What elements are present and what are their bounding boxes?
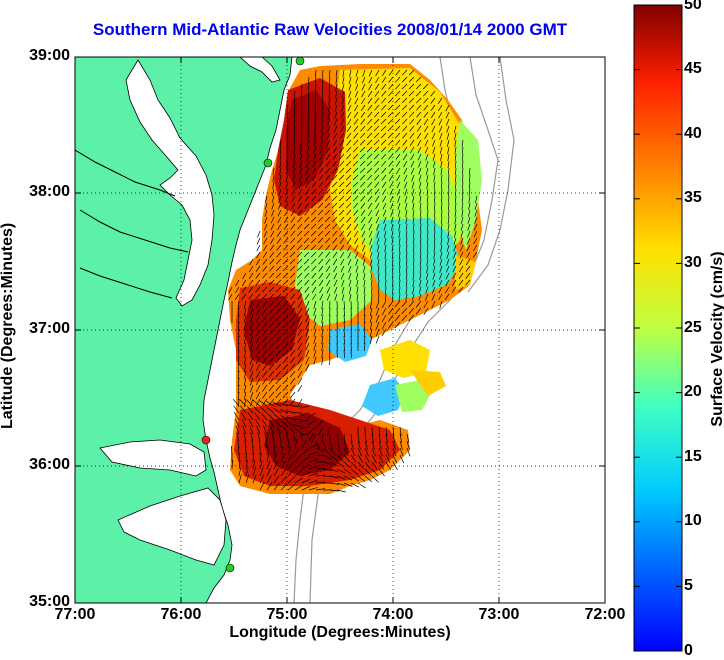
colorbar-tick-label: 10 [684,512,714,530]
velocity-vector [274,439,275,448]
x-tick-label: 77:00 [45,606,105,624]
colorbar-tick-label: 0 [684,642,714,660]
y-axis-label: Latitude (Degrees:Minutes) [0,229,17,429]
station-marker [264,159,272,167]
y-tick-label: 37:00 [22,320,70,338]
x-tick-label: 76:00 [151,606,211,624]
station-marker [226,564,234,572]
y-tick-label: 36:00 [22,456,70,474]
colorbar-tick-label: 45 [684,60,714,78]
station-marker [296,57,304,65]
colorbar-label: Surface Velocity (cm/s) [709,219,724,459]
x-tick-label: 73:00 [469,606,529,624]
y-tick-label: 38:00 [22,183,70,201]
x-tick-label: 72:00 [575,606,635,624]
colorbar-tick-label: 35 [684,189,714,207]
x-tick-label: 74:00 [363,606,423,624]
velocity-vector [246,453,247,462]
y-tick-label: 39:00 [22,47,70,65]
colorbar-tick-label: 50 [684,0,714,14]
station-marker [202,436,210,444]
colorbar [634,5,682,651]
x-tick-label: 75:00 [257,606,317,624]
x-axis-label: Longitude (Degrees:Minutes) [190,624,490,642]
colorbar-tick-label: 5 [684,577,714,595]
colorbar-tick-label: 40 [684,125,714,143]
